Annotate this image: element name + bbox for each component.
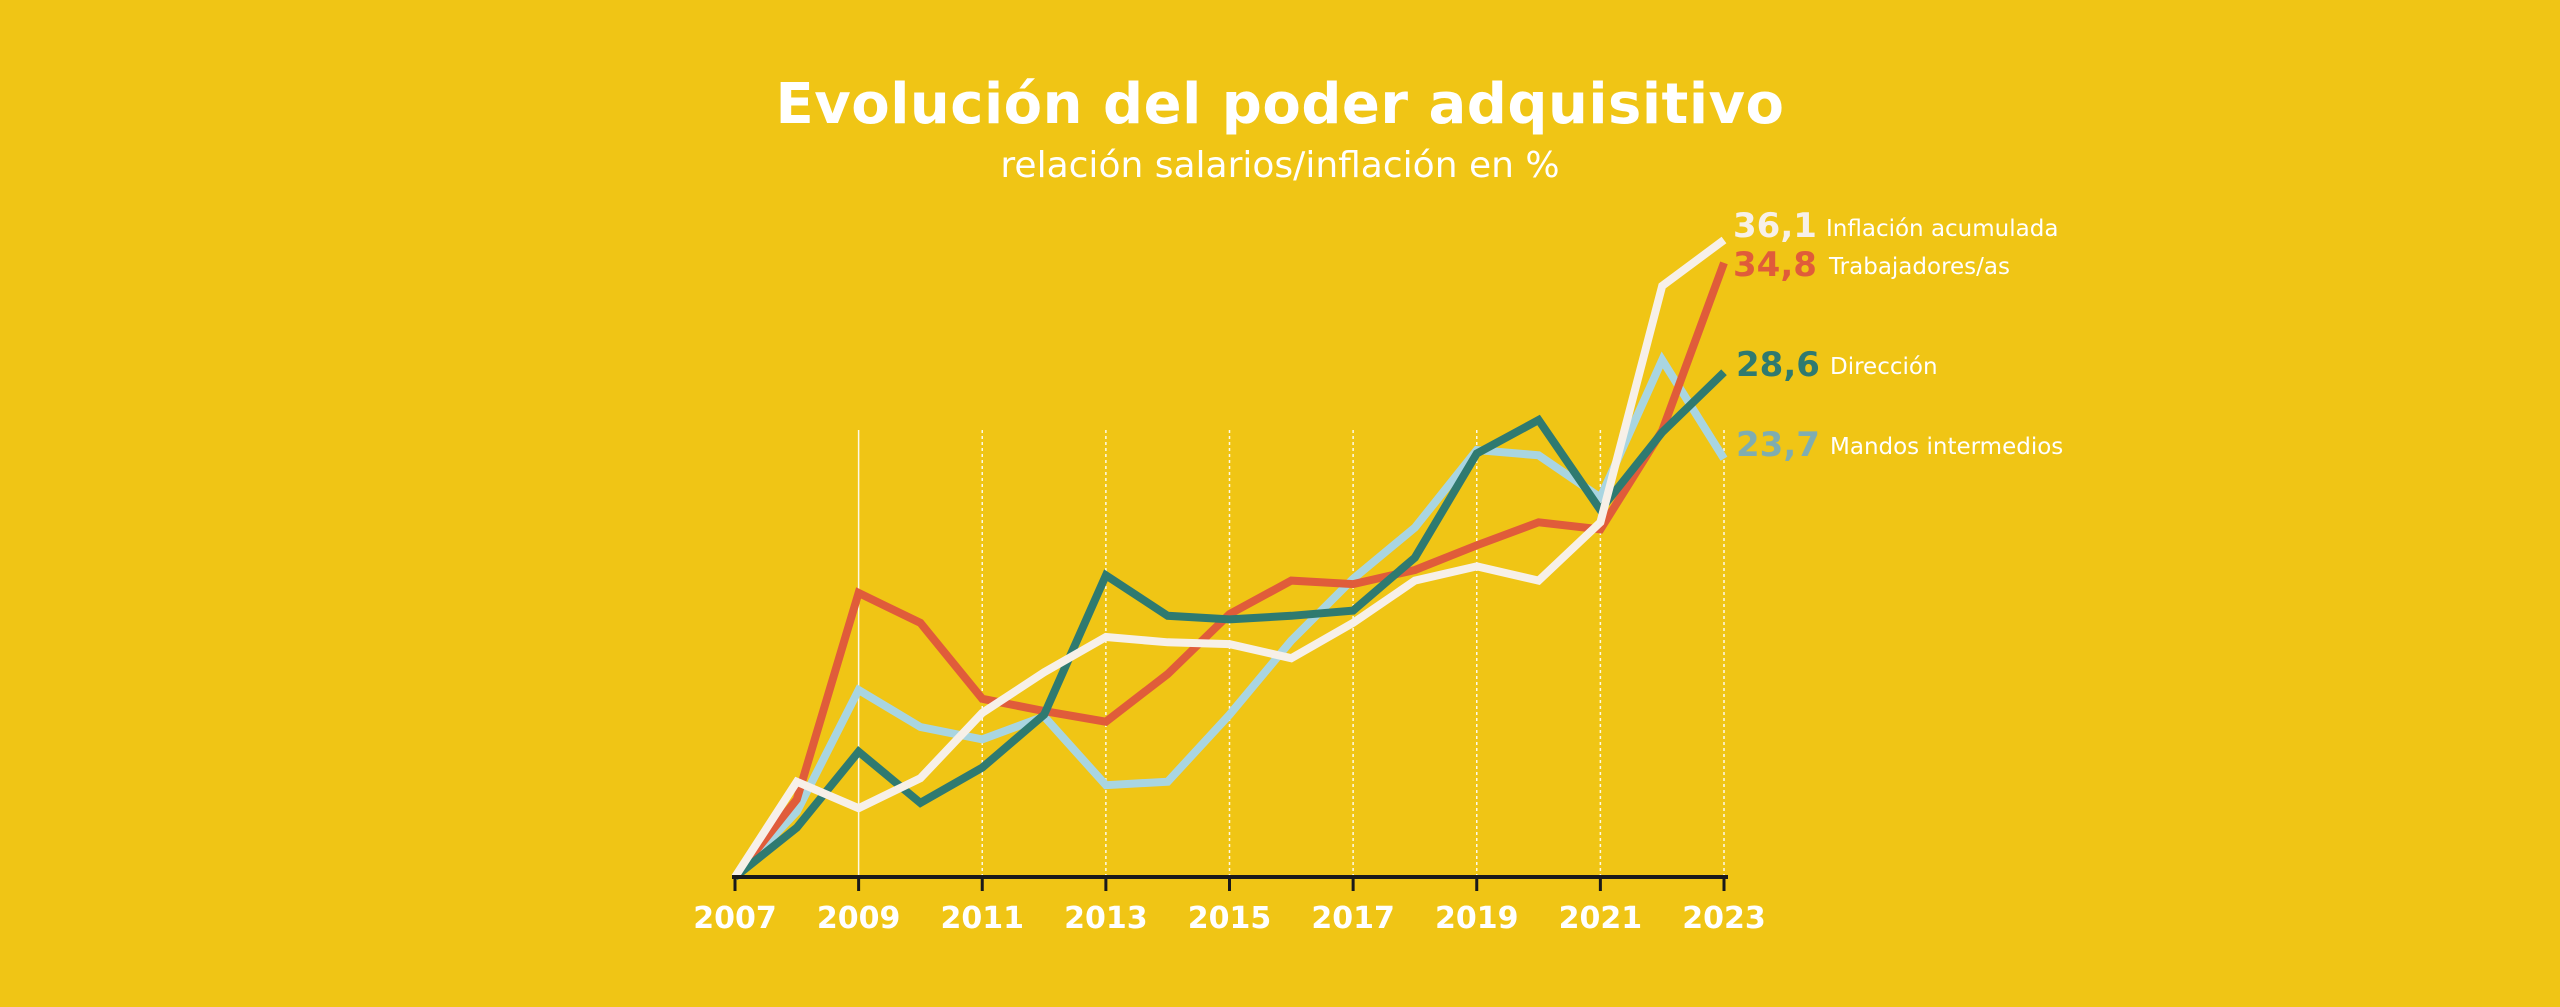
x-tick-label: 2019 [1435,901,1519,936]
end-value: 28,6 [1736,345,1820,385]
x-tick-label: 2011 [941,901,1025,936]
x-tick-label: 2021 [1559,901,1643,936]
x-tick-label: 2017 [1311,901,1395,936]
x-tick-label: 2013 [1064,901,1148,936]
series-line-inflacion-acumulada [731,236,1727,880]
x-tick-labels: 2007 2009 2011 2013 2015 2017 2019 2021 2023 [693,901,1766,936]
chart-title: Evolución del poder adquisitivo [775,72,1785,137]
series-legend-label: Dirección [1830,354,1938,380]
x-tick-label: 2007 [693,901,777,936]
x-tick-label: 2009 [817,901,901,936]
end-value: 34,8 [1733,245,1817,285]
end-value: 36,1 [1733,206,1817,246]
series-legend-label: Inflación acumulada [1826,216,2058,242]
series-legend-label: Trabajadores/as [1828,254,2010,280]
series-line-trabajadores-as [731,261,1728,880]
grid-lines [857,430,1725,877]
end-labels: 36,1 Inflación acumulada 34,8 Trabajadores/… [1733,206,2063,465]
series-line-mandos-intermedios [732,351,1728,880]
end-value: 23,7 [1736,425,1820,465]
x-tick-label: 2015 [1188,901,1272,936]
chart-subtitle: relación salarios/inflación en % [1000,145,1560,186]
series-legend-label: Mandos intermedios [1830,434,2063,460]
x-tick-label: 2023 [1682,901,1766,936]
x-axis [732,875,1728,891]
series-lines [731,236,1728,881]
